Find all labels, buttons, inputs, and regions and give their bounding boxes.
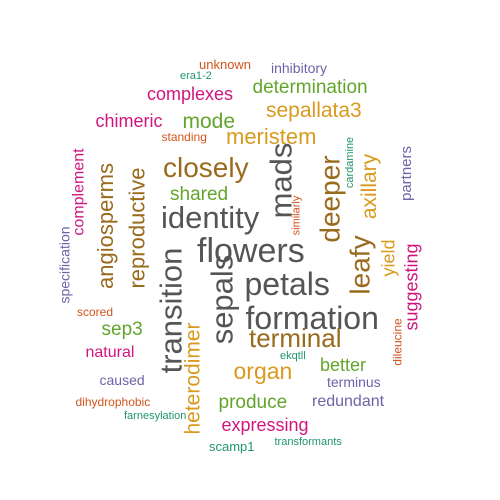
word-complement: complement (70, 148, 88, 236)
word-closely: closely (163, 152, 249, 183)
word-standing: standing (161, 130, 207, 144)
word-reproductive: reproductive (124, 167, 150, 289)
word-farnesylation: farnesylation (124, 409, 187, 422)
word-leafy: leafy (344, 235, 376, 295)
word-ekqtll: ekqtll (280, 349, 306, 362)
word-specification: specification (56, 226, 73, 304)
word-unknown: unknown (199, 56, 252, 72)
word-natural: natural (85, 344, 135, 361)
word-redundant: redundant (312, 393, 385, 410)
word-scored: scored (77, 305, 114, 319)
word-suggesting: suggesting (401, 243, 422, 331)
word-transformants: transformants (274, 435, 342, 448)
word-shared: shared (170, 183, 229, 205)
word-terminus: terminus (327, 374, 381, 390)
word-deeper: deeper (314, 155, 346, 243)
word-inhibitory: inhibitory (271, 60, 328, 76)
word-identity: identity (161, 199, 260, 235)
word-better: better (320, 355, 367, 375)
word-chimeric: chimeric (95, 111, 163, 131)
word-mode: mode (182, 109, 236, 133)
word-meristem: meristem (226, 124, 317, 149)
word-cardamine: cardamine (343, 136, 356, 188)
word-sepals: sepals (204, 254, 240, 344)
word-formation: formation (245, 300, 379, 336)
word-expressing: expressing (221, 415, 309, 435)
word-sepallata3: sepallata3 (266, 98, 362, 122)
word-similarly: similarly (290, 195, 303, 235)
word-caused: caused (99, 372, 145, 388)
word-dileucine: dileucine (390, 318, 405, 366)
word-terminal: terminal (249, 323, 342, 353)
word-produce: produce (218, 391, 288, 413)
word-angiosperms: angiosperms (92, 163, 118, 289)
word-determination: determination (252, 76, 368, 98)
word-organ: organ (233, 357, 293, 384)
word-flowers: flowers (197, 232, 305, 270)
word-era1-2: era1-2 (180, 69, 212, 82)
word-axillary: axillary (357, 153, 381, 219)
word-dihydrophobic: dihydrophobic (75, 395, 151, 409)
word-scamp1: scamp1 (209, 438, 255, 454)
word-petals: petals (244, 266, 330, 302)
word-partners: partners (397, 145, 415, 201)
word-complexes: complexes (147, 84, 234, 104)
word-sep3: sep3 (101, 318, 143, 340)
word-yield: yield (378, 239, 399, 277)
